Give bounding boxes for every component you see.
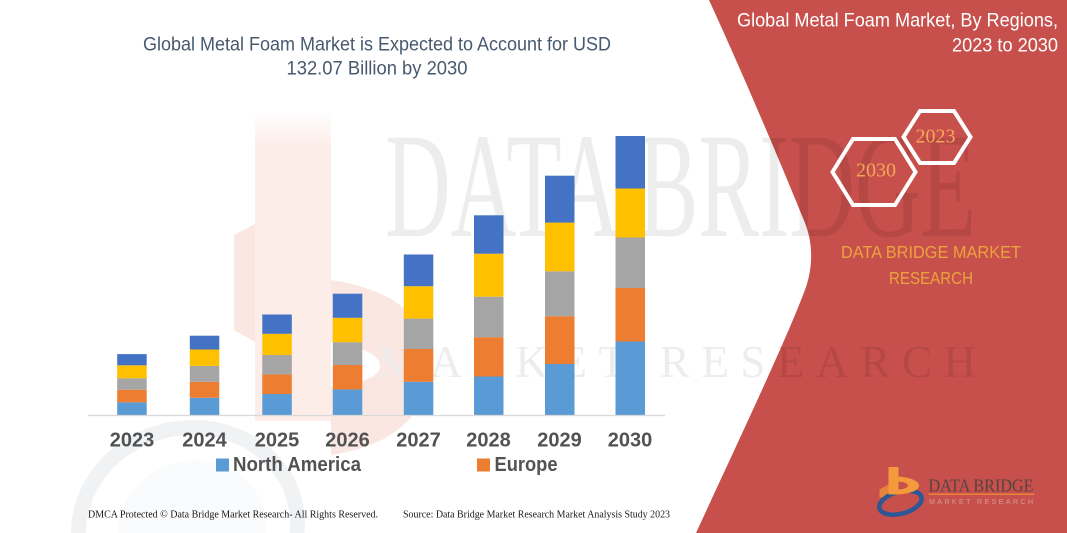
svg-text:North America: North America [233,454,362,476]
svg-text:2025: 2025 [255,430,300,452]
svg-text:2023 to 2030: 2023 to 2030 [952,35,1058,57]
svg-text:DATA BRIDGE: DATA BRIDGE [929,476,1034,496]
svg-text:2023: 2023 [916,126,956,148]
svg-text:DATA BRIDGE MARKET: DATA BRIDGE MARKET [841,242,1021,262]
svg-text:MARKET RESEARCH: MARKET RESEARCH [929,499,1033,506]
svg-text:RESEARCH: RESEARCH [889,268,973,288]
svg-text:2024: 2024 [182,430,227,452]
svg-text:2027: 2027 [396,430,441,452]
svg-text:Global Metal Foam Market is Ex: Global Metal Foam Market is Expected to … [143,34,611,56]
svg-text:Europe: Europe [495,454,558,476]
svg-text:132.07 Billion by 2030: 132.07 Billion by 2030 [287,58,468,80]
svg-text:2026: 2026 [325,430,370,452]
svg-text:Global Metal Foam Market, By R: Global Metal Foam Market, By Regions, [737,10,1058,32]
svg-text:Source: Data Bridge Market Res: Source: Data Bridge Market Research Mark… [403,510,670,521]
svg-text:2028: 2028 [466,430,511,452]
svg-text:2023: 2023 [110,430,155,452]
svg-text:DMCA Protected © Data Bridge M: DMCA Protected © Data Bridge Market Rese… [88,510,378,521]
svg-text:2030: 2030 [856,160,896,182]
svg-text:2030: 2030 [608,430,653,452]
svg-text:2029: 2029 [537,430,582,452]
